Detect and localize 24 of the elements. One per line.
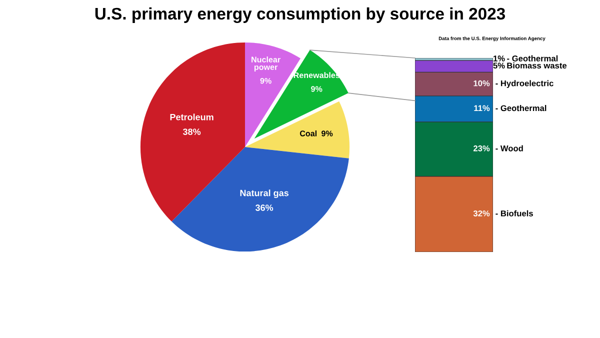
series-label: - Wood bbox=[496, 145, 523, 152]
data-label: 32% bbox=[473, 210, 490, 216]
series-label: Biomass waste bbox=[507, 62, 567, 69]
data-label: 10% bbox=[474, 80, 490, 86]
pie-slice bbox=[172, 147, 349, 252]
data-label: 5% bbox=[493, 62, 505, 69]
data-label: 38% bbox=[182, 128, 201, 135]
data-label: 1% bbox=[494, 56, 505, 62]
data-label: 36% bbox=[255, 204, 274, 211]
slice-label: Nuclear power bbox=[252, 56, 280, 72]
data-label: 9% bbox=[322, 130, 333, 136]
data-label: 11% bbox=[474, 105, 490, 112]
data-label: 9% bbox=[311, 86, 322, 92]
series-label: - Hydroelectric bbox=[496, 80, 554, 88]
slice-label: Coal bbox=[300, 130, 317, 136]
pie-slice bbox=[245, 101, 350, 158]
chart-title: U.S. primary energy consumption by source in 2023 bbox=[95, 7, 506, 24]
slice-label: Natural gas bbox=[240, 190, 289, 198]
data-label: 9% bbox=[260, 78, 272, 84]
data-label: 23% bbox=[473, 145, 490, 152]
series-label: - Geothermal bbox=[507, 55, 558, 62]
series-label: - Biofuels bbox=[496, 210, 533, 216]
series-label: - Geothermal bbox=[496, 104, 546, 112]
slice-label: Petroleum bbox=[170, 114, 214, 120]
